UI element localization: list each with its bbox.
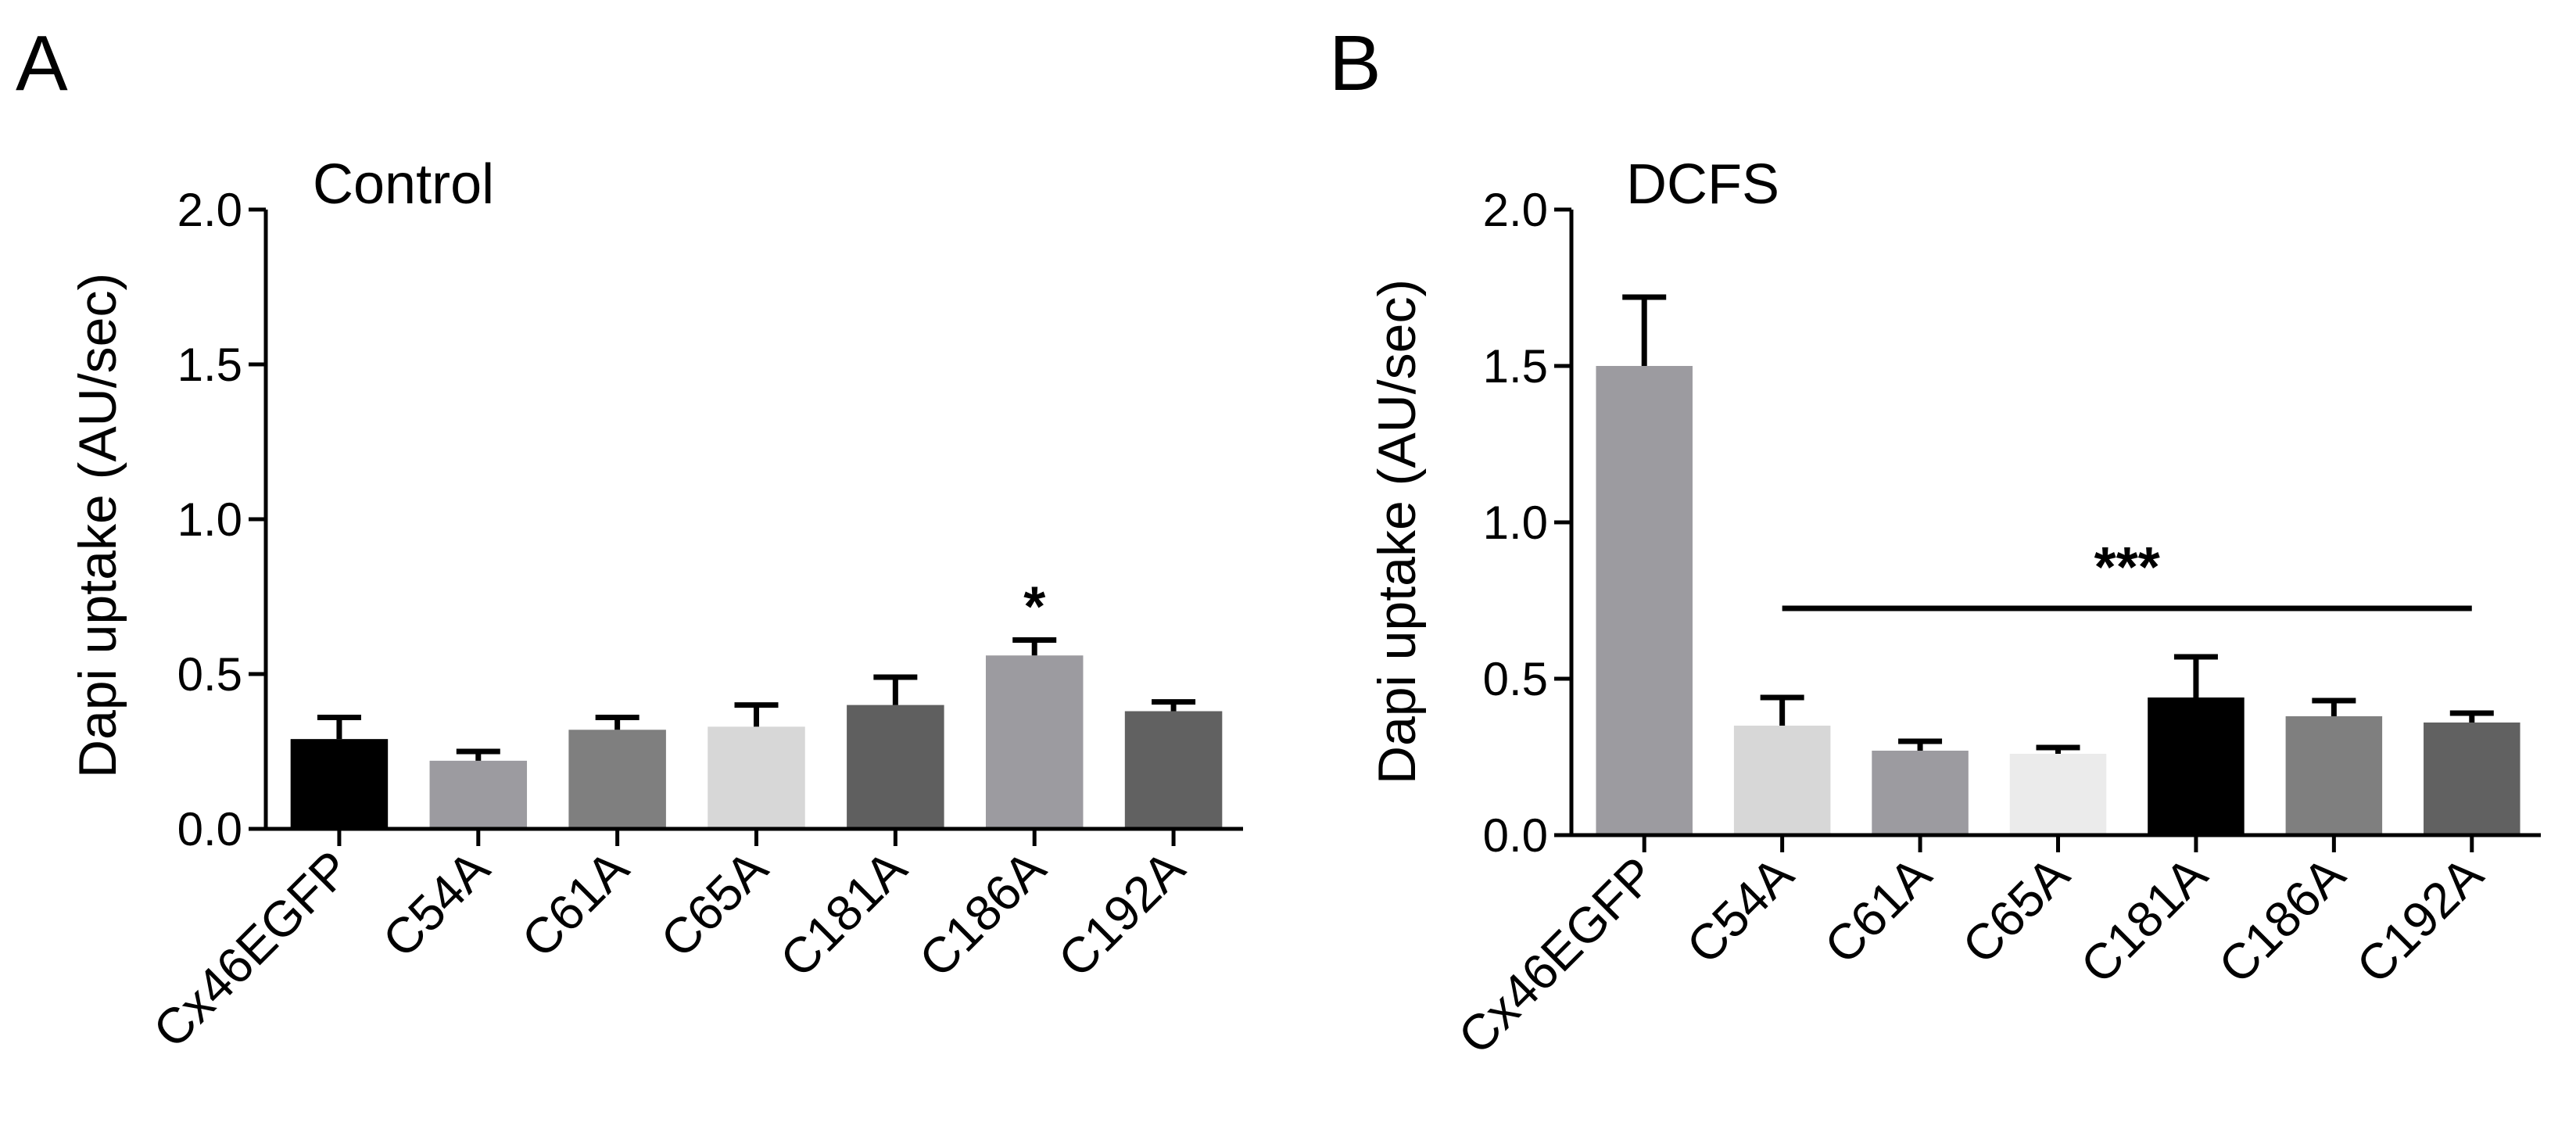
bar xyxy=(708,726,805,829)
significance-label: * xyxy=(1023,576,1045,638)
y-tick-label: 0.0 xyxy=(177,803,242,855)
y-tick-label: 0.5 xyxy=(177,648,242,701)
chart-b-marks: 0.0 0.5 1.0 1.5 2.0 Cx46EGFP C54A C61A C65AC181A… xyxy=(1447,184,2541,1065)
x-tick-label: C61A xyxy=(1814,846,1942,974)
bar xyxy=(2148,697,2245,835)
y-tick-label: 2.0 xyxy=(177,184,242,236)
x-tick-label: C54A xyxy=(372,840,500,968)
y-tick-label: 1.0 xyxy=(177,493,242,546)
y-tick-label: 1.0 xyxy=(1483,497,1548,549)
y-tick-label: 1.5 xyxy=(1483,340,1548,393)
bar xyxy=(2009,754,2107,835)
bar xyxy=(1872,751,1969,835)
y-tick-label: 2.0 xyxy=(1483,184,1548,236)
significance-label: *** xyxy=(2094,536,2160,599)
x-tick-label: C61A xyxy=(511,840,639,968)
x-tick-label: C54A xyxy=(1675,846,1804,974)
panel-b: B DCFS Dapi uptake (AU/sec) 0.0 0.5 1.0 1.5… xyxy=(1329,20,2541,1065)
bar xyxy=(847,705,944,829)
bar xyxy=(2285,716,2383,835)
chart-title-dcfs: DCFS xyxy=(1626,153,1779,216)
panel-letter-b: B xyxy=(1329,20,1381,107)
x-tick-label: C181A xyxy=(769,840,918,988)
x-tick-label: Cx46EGFP xyxy=(1447,846,1666,1065)
chart-a-marks: 0.0 0.5 1.0 1.5 2.0 Cx46EGFP C54A C61A C65AC181A… xyxy=(142,184,1243,1059)
x-tick-label: C192A xyxy=(1048,840,1196,988)
x-tick-label: C186A xyxy=(908,840,1057,988)
bar xyxy=(568,730,666,829)
x-tick-label: C181A xyxy=(2070,846,2219,995)
y-tick-label: 0.0 xyxy=(1483,809,1548,862)
x-tick-label: Cx46EGFP xyxy=(142,840,361,1059)
bar xyxy=(1596,366,1693,835)
bar xyxy=(290,739,389,829)
y-tick-label: 1.5 xyxy=(177,339,242,391)
x-tick-label: C192A xyxy=(2345,846,2494,995)
chart-title-control: Control xyxy=(313,153,494,216)
bar xyxy=(429,760,528,829)
bar xyxy=(985,655,1084,829)
x-tick-label: C65A xyxy=(1951,846,2080,974)
bar xyxy=(1124,711,1223,829)
bar xyxy=(2424,723,2520,835)
y-axis-title-a: Dapi uptake (AU/sec) xyxy=(68,273,127,778)
y-tick-label: 0.5 xyxy=(1483,653,1548,705)
x-tick-label: C186A xyxy=(2208,846,2356,995)
bar xyxy=(1733,726,1831,835)
panel-letter-a: A xyxy=(16,20,68,107)
x-tick-label: C65A xyxy=(650,840,778,968)
y-axis-title-b: Dapi uptake (AU/sec) xyxy=(1367,279,1427,784)
panel-a: A Control Dapi uptake (AU/sec) 0.0 0.5 1.0… xyxy=(16,20,1243,1059)
